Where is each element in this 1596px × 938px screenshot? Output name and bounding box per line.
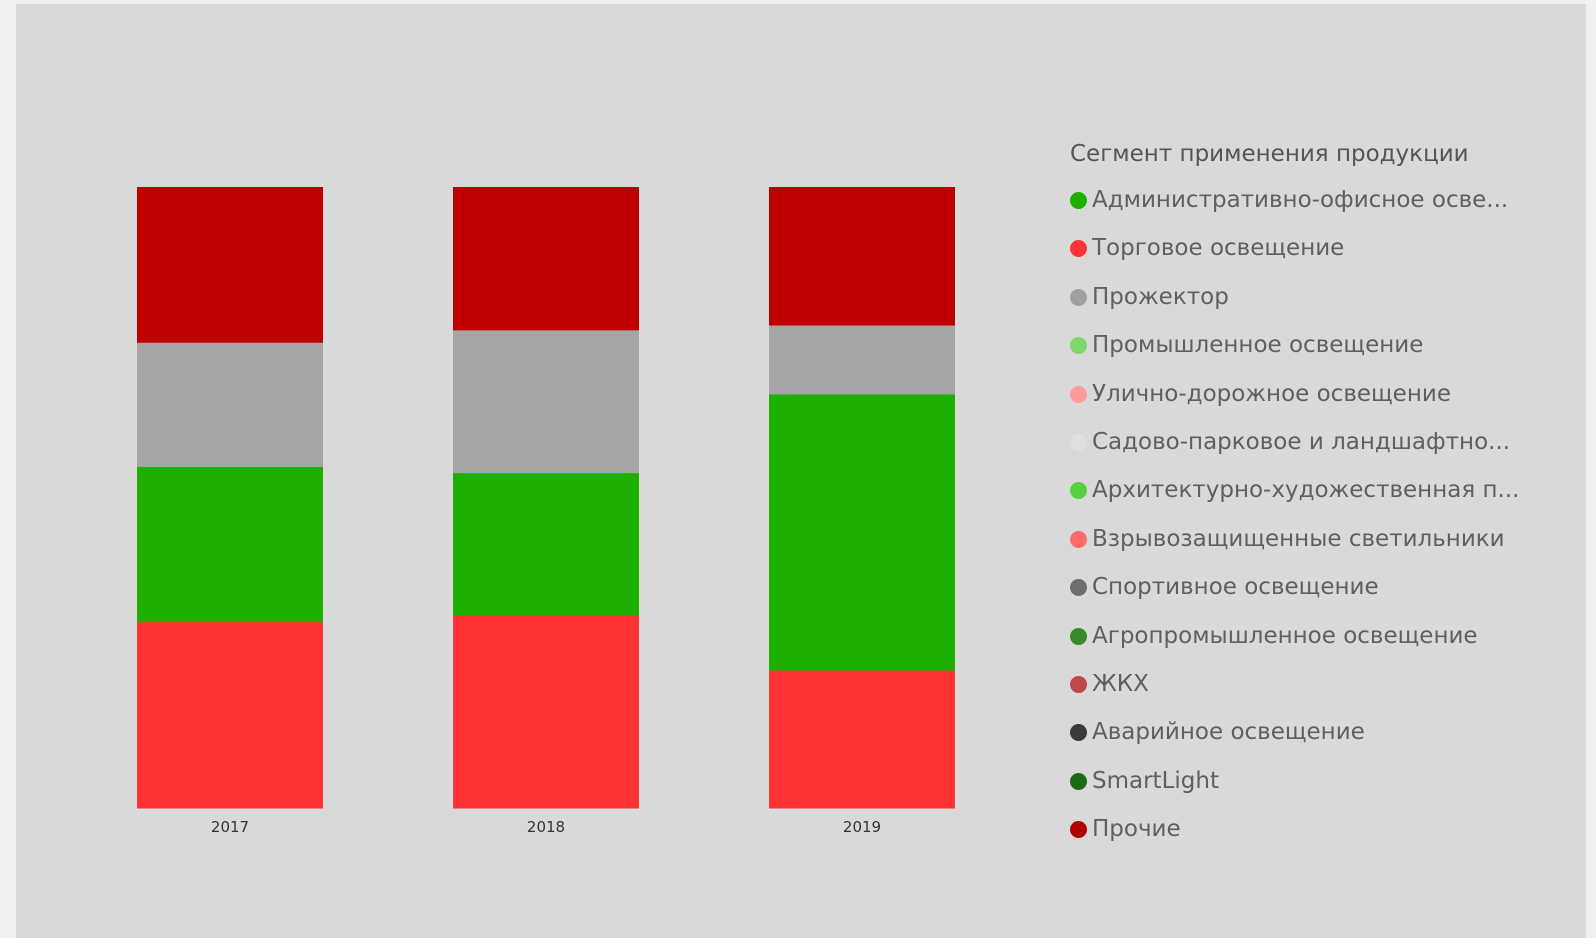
legend-item[interactable]: Прочие (1070, 805, 1540, 853)
legend-label: Прочие (1092, 816, 1181, 843)
legend-item[interactable]: Аварийное освещение (1070, 708, 1540, 756)
bar-segment-2019-1[interactable] (769, 394, 955, 671)
legend-item[interactable]: Торговое освещение (1070, 224, 1540, 272)
legend-dot-icon (1070, 530, 1087, 548)
bar-segment-2018-0[interactable] (453, 615, 639, 809)
legend-item[interactable]: SmartLight (1070, 757, 1540, 805)
legend-label: Улично-дорожное освещение (1092, 380, 1451, 407)
legend-title: Сегмент применения продукции (1070, 141, 1469, 167)
bar-segment-2018-3[interactable] (453, 187, 639, 331)
legend-dot-icon (1070, 772, 1087, 790)
legend-dot-icon (1070, 724, 1087, 742)
legend-item[interactable]: Промышленное освещение (1070, 321, 1540, 369)
bar-segment-2017-2[interactable] (137, 342, 323, 467)
legend-label: Спортивное освещение (1092, 574, 1379, 601)
legend-label: Агропромышленное освещение (1092, 622, 1478, 649)
legend-item[interactable]: Садово-парковое и ландшафтно... (1070, 418, 1540, 466)
x-axis-ticks: 2017 2018 2019 (211, 818, 881, 836)
bar-segment-2018-2[interactable] (453, 329, 639, 474)
legend-label: Прожектор (1092, 283, 1229, 310)
legend-label: Торговое освещение (1092, 235, 1345, 262)
x-tick-label: 2018 (527, 818, 565, 836)
bar-segment-2017-1[interactable] (137, 466, 323, 623)
legend-item[interactable]: Улично-дорожное освещение (1070, 370, 1540, 418)
legend-items: Административно-офисное осве... Торговое … (1070, 176, 1540, 853)
bar-segment-2017-0[interactable] (137, 621, 323, 809)
legend-dot-icon (1070, 482, 1087, 500)
legend-label: Промышленное освещение (1092, 332, 1424, 359)
chart-panel: 2017 2018 2019 Сегмент применения продукци… (16, 4, 1586, 938)
legend-label: ЖКХ (1092, 670, 1149, 697)
legend-item[interactable]: ЖКХ (1070, 660, 1540, 708)
legend-label: Садово-парковое и ландшафтно... (1092, 428, 1511, 455)
legend-dot-icon (1070, 675, 1087, 693)
bars-layer (137, 187, 955, 809)
legend-item[interactable]: Административно-офисное осве... (1070, 176, 1540, 224)
legend-dot-icon (1070, 385, 1087, 403)
legend-item[interactable]: Взрывозащищенные светильники (1070, 515, 1540, 563)
legend-item[interactable]: Архитектурно-художественная п... (1070, 466, 1540, 514)
legend-item[interactable]: Агропромышленное освещение (1070, 612, 1540, 660)
stacked-bar-chart: 2017 2018 2019 (137, 187, 955, 836)
legend-label: SmartLight (1092, 767, 1219, 794)
legend-label: Взрывозащищенные светильники (1092, 525, 1505, 552)
bar-segment-2019-0[interactable] (769, 670, 955, 809)
bar-segment-2017-3[interactable] (137, 187, 323, 343)
legend-label: Административно-офисное осве... (1092, 187, 1509, 213)
legend-label: Архитектурно-художественная п... (1092, 477, 1520, 504)
legend-item[interactable]: Спортивное освещение (1070, 563, 1540, 611)
legend-item[interactable]: Прожектор (1070, 273, 1540, 321)
legend-dot-icon (1070, 240, 1087, 258)
legend-label: Аварийное освещение (1092, 719, 1365, 746)
bar-segment-2019-2[interactable] (769, 325, 955, 395)
legend-dot-icon (1070, 192, 1087, 209)
bar-segment-2019-3[interactable] (769, 187, 955, 326)
legend-dot-icon (1070, 627, 1087, 645)
legend-dot-icon (1070, 337, 1087, 355)
legend-dot-icon (1070, 288, 1087, 306)
legend-dot-icon (1070, 579, 1087, 597)
x-tick-label: 2017 (211, 818, 249, 836)
legend-dot-icon (1070, 821, 1087, 839)
x-tick-label: 2019 (843, 818, 881, 836)
legend-dot-icon (1070, 433, 1087, 451)
legend: Сегмент применения продукции Администрат… (1070, 136, 1540, 853)
bar-segment-2018-1[interactable] (453, 472, 639, 616)
